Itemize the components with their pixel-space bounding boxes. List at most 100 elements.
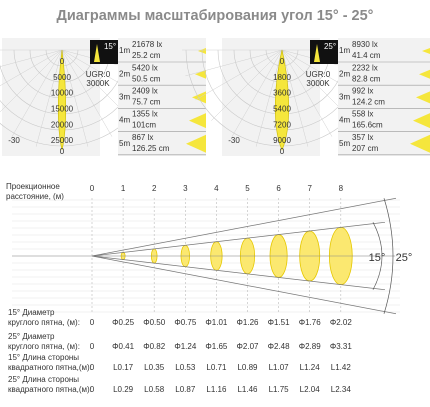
polar-spoke (0, 49, 63, 113)
row-value: 0 (90, 342, 95, 351)
size: 101cm (132, 121, 156, 130)
beam (57, 49, 67, 151)
polar-spoke (11, 49, 63, 137)
distance: 2m (339, 69, 350, 78)
polar-spoke (61, 49, 113, 137)
cone-edge (91, 221, 386, 257)
row-label: 15° Диаметр (8, 308, 55, 317)
table-background (118, 38, 206, 156)
distance: 1m (339, 46, 350, 55)
distance-label: 1 (121, 184, 126, 193)
row-value: Φ2.02 (330, 318, 353, 327)
row-value: L1.16 (206, 385, 227, 394)
lux: 2409 lx (132, 87, 158, 96)
polar-spoke (211, 49, 283, 121)
angle-label: -30 (8, 136, 20, 145)
size: 50.5 cm (132, 74, 161, 83)
lux: 558 lx (352, 110, 373, 119)
lux: 357 lx (352, 133, 373, 142)
row-label: круглого пятна, (м): (8, 342, 80, 351)
lux: 992 lx (352, 87, 373, 96)
distance: 3m (119, 93, 130, 102)
polar-spoke (35, 49, 63, 147)
row-label: квадратного пятна,(м): (8, 363, 92, 372)
axis-label: 10000 (51, 89, 74, 98)
distance-label: 3 (183, 184, 188, 193)
ugr: UGR:0 (306, 70, 331, 79)
distance: 1m (119, 46, 130, 55)
table-background (338, 38, 430, 156)
beam-marker (419, 69, 430, 79)
row-value: L1.24 (300, 363, 321, 372)
row-value: L0.89 (237, 363, 258, 372)
beam-marker (413, 113, 430, 129)
size: 82.8 cm (352, 74, 381, 83)
projection-label: Проекционное (6, 182, 60, 191)
badge-icon (314, 44, 320, 62)
badge-angle: 15° (104, 42, 116, 51)
distance-label: 2 (152, 184, 157, 193)
row-value: Φ1.01 (205, 318, 228, 327)
polar-spoke (0, 49, 63, 67)
size: 41.4 cm (352, 51, 381, 60)
lux: 867 lx (132, 133, 153, 142)
row-value: Φ2.89 (299, 342, 322, 351)
row-value: Φ0.50 (143, 318, 166, 327)
angle-25: 25° (396, 252, 413, 264)
angle-15: 15° (369, 252, 386, 264)
distance: 5m (119, 139, 130, 148)
row-label: квадратного пятна,(м): (8, 385, 92, 394)
row-value: L2.04 (300, 385, 321, 394)
lux: 1355 lx (132, 110, 158, 119)
polar-spoke (231, 49, 283, 137)
row-value: L2.34 (331, 385, 352, 394)
distance-label: 8 (339, 184, 344, 193)
row-value: Φ3.31 (330, 342, 353, 351)
ugr: UGR:0 (86, 70, 111, 79)
beam-marker (186, 134, 206, 153)
axis-label: 20000 (51, 120, 74, 129)
distance-label: 5 (245, 184, 250, 193)
lux: 8930 lx (352, 40, 378, 49)
polar-spoke (281, 49, 333, 137)
axis-label: 0 (60, 57, 65, 66)
polar-spoke (255, 49, 283, 147)
angle-arc (383, 198, 394, 314)
cone-edge (91, 255, 397, 315)
polar-spoke (0, 49, 63, 87)
lux: 2232 lx (352, 63, 378, 72)
axis-label: 3600 (273, 89, 291, 98)
row-label: 25° Длина стороны (8, 375, 79, 384)
axis-label: 5000 (53, 73, 71, 82)
size: 165.6cm (352, 121, 383, 130)
projection-label: расстояние, (м) (6, 192, 64, 201)
beam (275, 49, 289, 151)
row-value: L0.58 (144, 385, 165, 394)
title: Диаграммы масштабирования угол 15° - 25° (57, 8, 374, 24)
axis-label: 15000 (51, 105, 74, 114)
cone-edge (91, 255, 386, 291)
axis-label: 0 (280, 57, 285, 66)
row-value: L0.53 (175, 363, 196, 372)
distance-label: 4 (214, 184, 219, 193)
row-value: 0 (90, 318, 95, 327)
axis-label: 7200 (273, 120, 291, 129)
row-value: L0.17 (113, 363, 134, 372)
distance-label: 0 (90, 184, 95, 193)
axis-label: 25000 (51, 136, 74, 145)
row-value: L1.75 (269, 385, 290, 394)
row-value: L1.46 (237, 385, 258, 394)
size: 126.25 cm (132, 144, 170, 153)
beam-marker (189, 113, 206, 129)
badge-icon (94, 44, 100, 62)
cone-edge (91, 197, 397, 257)
row-value: Φ1.65 (205, 342, 228, 351)
row-value: 0 (90, 363, 95, 372)
row-value: 0 (90, 385, 95, 394)
row-value: Φ0.82 (143, 342, 166, 351)
distance: 4m (119, 116, 130, 125)
distance: 4m (339, 116, 350, 125)
row-value: Φ0.25 (112, 318, 135, 327)
axis-label: 9000 (273, 136, 291, 145)
polar-spoke (195, 49, 283, 101)
